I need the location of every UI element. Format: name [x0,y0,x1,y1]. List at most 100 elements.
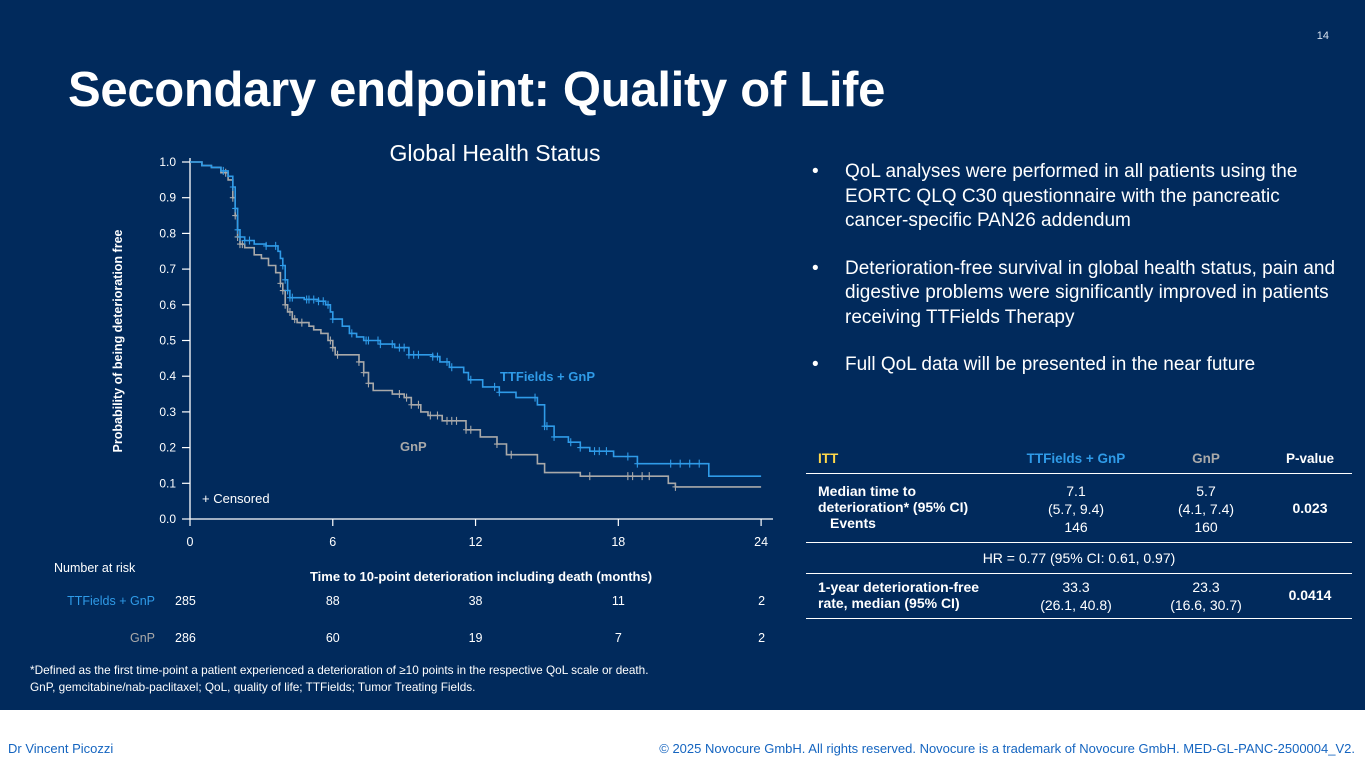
y-tick-label: 0.1 [159,476,176,490]
censor-mark-ttfields [232,204,239,213]
censor-mark-gnp [327,336,334,345]
risk-row-label-ttfields: TTFields + GnP [67,594,155,608]
x-tick-label: 12 [469,535,483,549]
censor-mark-ttfields [491,382,498,391]
censor-mark-gnp [467,425,474,434]
censor-mark-ttfields [279,261,286,270]
cell-line: 7.1 [1066,483,1086,499]
y-tick-label: 0.6 [159,298,176,312]
censor-mark-ttfields [377,340,384,349]
censor-mark-ttfields [234,225,241,234]
row-label-line: 1-year deterioration-free [818,579,980,595]
risk-value: 38 [469,594,483,608]
censor-mark-ttfields [272,241,279,250]
pvalue-cell: 0.023 [1292,500,1328,516]
table-row-median: Median time to deterioration* (95% CI) E… [806,474,1352,543]
header-gnp: GnP [1192,451,1220,466]
km-curves [190,161,762,491]
bullet-dot: • [812,257,819,279]
copyright-notice: © 2025 Novocure GmbH. All rights reserve… [659,741,1355,756]
censor-mark-ttfields [667,459,674,468]
hazard-ratio: HR = 0.77 (95% CI: 0.61, 0.97) [982,550,1176,566]
risk-value: 88 [326,594,340,608]
censor-mark-gnp [355,357,362,366]
risk-value: 7 [615,631,622,645]
censor-mark-ttfields [401,343,408,352]
bullet-dot: • [812,354,819,375]
censor-mark-gnp [291,315,298,324]
table-header-row: ITT TTFields + GnP GnP P-value [806,443,1352,474]
censor-mark-ttfields [596,447,603,456]
table-row-hr: HR = 0.77 (95% CI: 0.61, 0.97) [806,543,1352,574]
slide: 14 Secondary endpoint: Quality of Life G… [0,0,1365,710]
censor-mark-ttfields [325,300,332,309]
y-tick-label: 0.7 [159,262,176,276]
censor-mark-ttfields [551,432,558,441]
x-tick-label: 6 [329,535,336,549]
y-tick-label: 0.4 [159,369,176,383]
censor-mark-gnp [646,472,653,481]
risk-value: 19 [469,631,483,645]
censor-mark-gnp [396,390,403,399]
censor-mark-gnp [360,368,367,377]
censor-mark-ttfields [603,447,610,456]
gnp-cell: 5.7 (4.1, 7.4) 160 [1136,482,1276,536]
censored-legend: + Censored [202,491,270,506]
x-tick-label: 24 [754,535,768,549]
y-tick-label: 0.9 [159,191,176,205]
itt-table: ITT TTFields + GnP GnP P-value Median ti… [806,443,1352,619]
censor-mark-ttfields [543,422,550,431]
chart-title: Global Health Status [390,140,601,166]
censor-mark-ttfields [634,459,641,468]
censor-mark-ttfields [686,459,693,468]
row-label-line: deterioration* (95% CI) [818,499,969,515]
censor-mark-ttfields [567,438,574,447]
censor-mark-gnp [427,411,434,420]
censor-mark-ttfields [677,459,684,468]
censor-mark-ttfields [415,350,422,359]
ttfields-cell: 7.1 (5.7, 9.4) 146 [996,482,1156,536]
cell-line: (4.1, 7.4) [1177,501,1235,517]
bullet-text: QoL analyses were performed in all patie… [845,161,1298,231]
censor-mark-ttfields [329,315,336,324]
risk-value: 285 [175,594,196,608]
censor-mark-gnp [453,416,460,425]
censor-mark-gnp [639,472,646,481]
y-tick-label: 1.0 [159,155,176,169]
censor-mark-ttfields [289,293,296,302]
censor-mark-gnp [586,472,593,481]
censor-mark-ttfields [577,443,584,452]
footnote-line: *Defined as the first time-point a patie… [30,663,649,677]
series-label-gnp: GnP [400,439,427,454]
censor-mark-gnp [365,379,372,388]
censor-mark-gnp [286,307,293,316]
censor-mark-gnp [672,482,679,491]
bullet-item: • Full QoL data will be presented in the … [812,353,1342,378]
row-label-line: rate, median (95% CI) [818,595,960,611]
x-tick-label: 0 [187,535,194,549]
bullet-dot: • [812,161,819,182]
risk-value: 286 [175,631,196,645]
y-axis-label: Probability of being deterioration free [111,229,125,452]
gnp-cell: 23.3 (16.6, 30.7) [1136,578,1276,614]
y-tick-label: 0.5 [159,334,176,348]
presenter-name: Dr Vincent Picozzi [8,741,114,756]
censor-mark-ttfields [496,388,503,397]
censor-mark-gnp [298,318,305,327]
censor-mark-gnp [403,393,410,402]
slide-title: Secondary endpoint: Quality of Life [68,63,886,117]
y-tick-label: 0.3 [159,405,176,419]
censor-mark-gnp [415,400,422,409]
row-label: 1-year deterioration-free rate, median (… [818,579,979,611]
bullet-item: • QoL analyses were performed in all pati… [812,160,1342,234]
censor-mark-gnp [629,472,636,481]
header-ttfields: TTFields + GnP [1026,451,1126,466]
cell-line: (5.7, 9.4) [1047,501,1105,517]
risk-value: 2 [758,594,765,608]
censor-mark-gnp [408,400,415,409]
x-tick-label: 18 [611,535,625,549]
censor-mark-ttfields [532,393,539,402]
cell-line: 160 [1194,519,1218,535]
km-chart: Global Health Status Probability of bein… [54,140,773,645]
header-itt: ITT [818,451,839,466]
